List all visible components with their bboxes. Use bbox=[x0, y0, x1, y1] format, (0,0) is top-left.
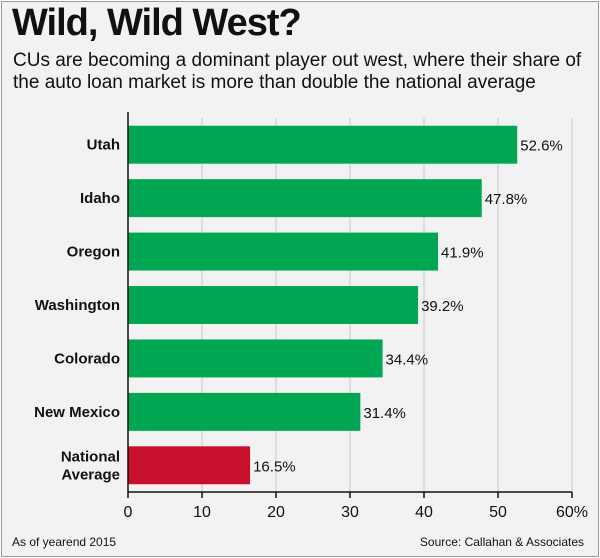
value-label: 34.4% bbox=[386, 351, 429, 368]
value-label: 31.4% bbox=[363, 405, 406, 422]
bar bbox=[128, 446, 251, 485]
bar bbox=[128, 232, 439, 271]
bar bbox=[128, 125, 518, 164]
bar bbox=[128, 179, 482, 218]
value-label: 39.2% bbox=[421, 298, 464, 315]
x-tick-label: 40 bbox=[415, 504, 433, 521]
x-tick-label: 30 bbox=[341, 504, 359, 521]
category-label: Oregon bbox=[67, 244, 120, 261]
category-label: New Mexico bbox=[34, 404, 120, 421]
x-tick-label: 0 bbox=[124, 504, 133, 521]
source-note: Source: Callahan & Associates bbox=[419, 535, 584, 549]
x-tick-label: 20 bbox=[267, 504, 285, 521]
category-label: Average bbox=[61, 466, 120, 483]
x-tick-label: 10 bbox=[193, 504, 211, 521]
bar bbox=[128, 392, 361, 431]
category-label: Colorado bbox=[54, 350, 120, 367]
chart-subtitle: CUs are becoming a dominant player out w… bbox=[13, 50, 582, 93]
category-label: Washington bbox=[35, 297, 120, 314]
footnote: As of yearend 2015 bbox=[12, 535, 117, 549]
value-label: 41.9% bbox=[441, 245, 484, 262]
category-label: Idaho bbox=[80, 190, 120, 207]
chart-title: Wild, Wild West? bbox=[12, 2, 302, 44]
category-label: Utah bbox=[87, 137, 120, 154]
bar bbox=[128, 286, 419, 324]
bar bbox=[128, 339, 383, 378]
x-tick-label: 60% bbox=[556, 504, 588, 521]
category-label: National bbox=[61, 448, 120, 465]
value-label: 16.5% bbox=[253, 458, 296, 475]
value-label: 52.6% bbox=[520, 138, 563, 155]
x-tick-label: 50 bbox=[489, 504, 507, 521]
value-label: 47.8% bbox=[485, 191, 528, 208]
